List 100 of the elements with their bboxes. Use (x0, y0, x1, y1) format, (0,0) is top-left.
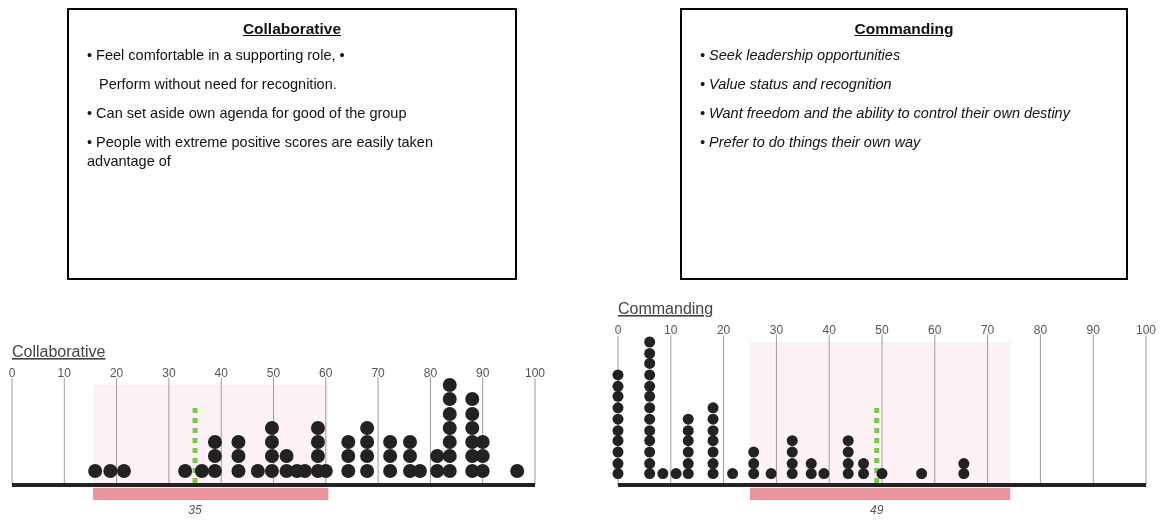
x-tick-label: 0 (614, 323, 622, 337)
x-tick-label: 10 (57, 366, 72, 380)
point (682, 468, 694, 480)
point (644, 390, 656, 402)
point (612, 446, 624, 458)
point (264, 449, 279, 463)
point (842, 468, 854, 480)
x-tick-label: 100 (524, 366, 546, 380)
point (644, 413, 656, 425)
point (644, 336, 656, 348)
point (383, 449, 398, 463)
point (682, 458, 694, 470)
text: • Want freedom and the ability to control their own destiny (700, 104, 1072, 123)
point (383, 464, 398, 478)
point (818, 468, 830, 480)
point (612, 390, 624, 402)
point (475, 435, 490, 449)
point (748, 446, 760, 458)
point (707, 402, 719, 414)
x-tick-label: 60 (319, 366, 333, 380)
x-tick-label: 50 (266, 366, 281, 380)
point (310, 449, 325, 463)
point (727, 468, 739, 480)
text: • Prefer to do things their own way (700, 133, 922, 152)
point (858, 468, 870, 480)
point (279, 449, 294, 463)
point (383, 435, 398, 449)
point (765, 468, 777, 480)
x-tick-label: 100 (1135, 323, 1157, 337)
point (442, 435, 457, 449)
x-tick-label: 80 (1033, 323, 1048, 337)
text: Commanding (853, 20, 955, 38)
point (231, 449, 246, 463)
point (612, 468, 624, 480)
point (958, 458, 970, 470)
point (612, 425, 624, 437)
point (842, 435, 854, 447)
point (442, 378, 457, 392)
point (612, 458, 624, 470)
point (341, 435, 356, 449)
x-tick-label: 10 (664, 323, 678, 337)
point (916, 468, 928, 480)
point (430, 449, 445, 463)
chart-title: Collaborative (12, 343, 106, 360)
ref-line-label: 35 (188, 503, 203, 517)
text: Collaborative (241, 20, 343, 38)
point (341, 464, 356, 478)
point (644, 425, 656, 437)
point (644, 446, 656, 458)
point (510, 464, 525, 478)
point (207, 464, 222, 478)
point (88, 464, 103, 478)
point (612, 402, 624, 414)
point (194, 464, 209, 478)
x-tick-label: 60 (928, 323, 942, 337)
point (465, 407, 480, 421)
point (670, 468, 682, 480)
point (786, 468, 798, 480)
point (682, 413, 694, 425)
point (360, 435, 375, 449)
point (403, 449, 417, 463)
point (264, 421, 279, 435)
x-tick-label: 40 (822, 323, 837, 337)
point (707, 458, 719, 470)
point (748, 468, 760, 480)
point (958, 468, 970, 480)
point (748, 458, 760, 470)
text: • Feel comfortable in a supporting role, • (87, 46, 346, 65)
point (465, 421, 480, 435)
x-tick-label: 70 (371, 366, 386, 380)
point (442, 392, 457, 406)
x-tick-label: 30 (769, 323, 784, 337)
text: • Value status and recognition (700, 75, 893, 94)
x-tick-label: 20 (109, 366, 124, 380)
text: • Can set aside own agenda for good of the group (87, 104, 408, 123)
x-tick-label: 0 (8, 366, 16, 380)
point (644, 458, 656, 470)
x-tick-label: 20 (716, 323, 731, 337)
x-tick-label: 80 (423, 366, 438, 380)
point (264, 435, 279, 449)
point (876, 468, 888, 480)
point (707, 435, 719, 447)
point (842, 446, 854, 458)
point (442, 407, 457, 421)
point (207, 435, 222, 449)
point (442, 421, 457, 435)
point (786, 435, 798, 447)
point (612, 435, 624, 447)
point (360, 449, 375, 463)
chart-title: Commanding (618, 300, 714, 317)
point (805, 468, 817, 480)
point (858, 458, 870, 470)
point (360, 464, 375, 478)
point (644, 468, 656, 480)
point (403, 435, 417, 449)
point (178, 464, 193, 478)
point (442, 449, 457, 463)
point (644, 435, 656, 447)
point (442, 464, 457, 478)
point (657, 468, 669, 480)
